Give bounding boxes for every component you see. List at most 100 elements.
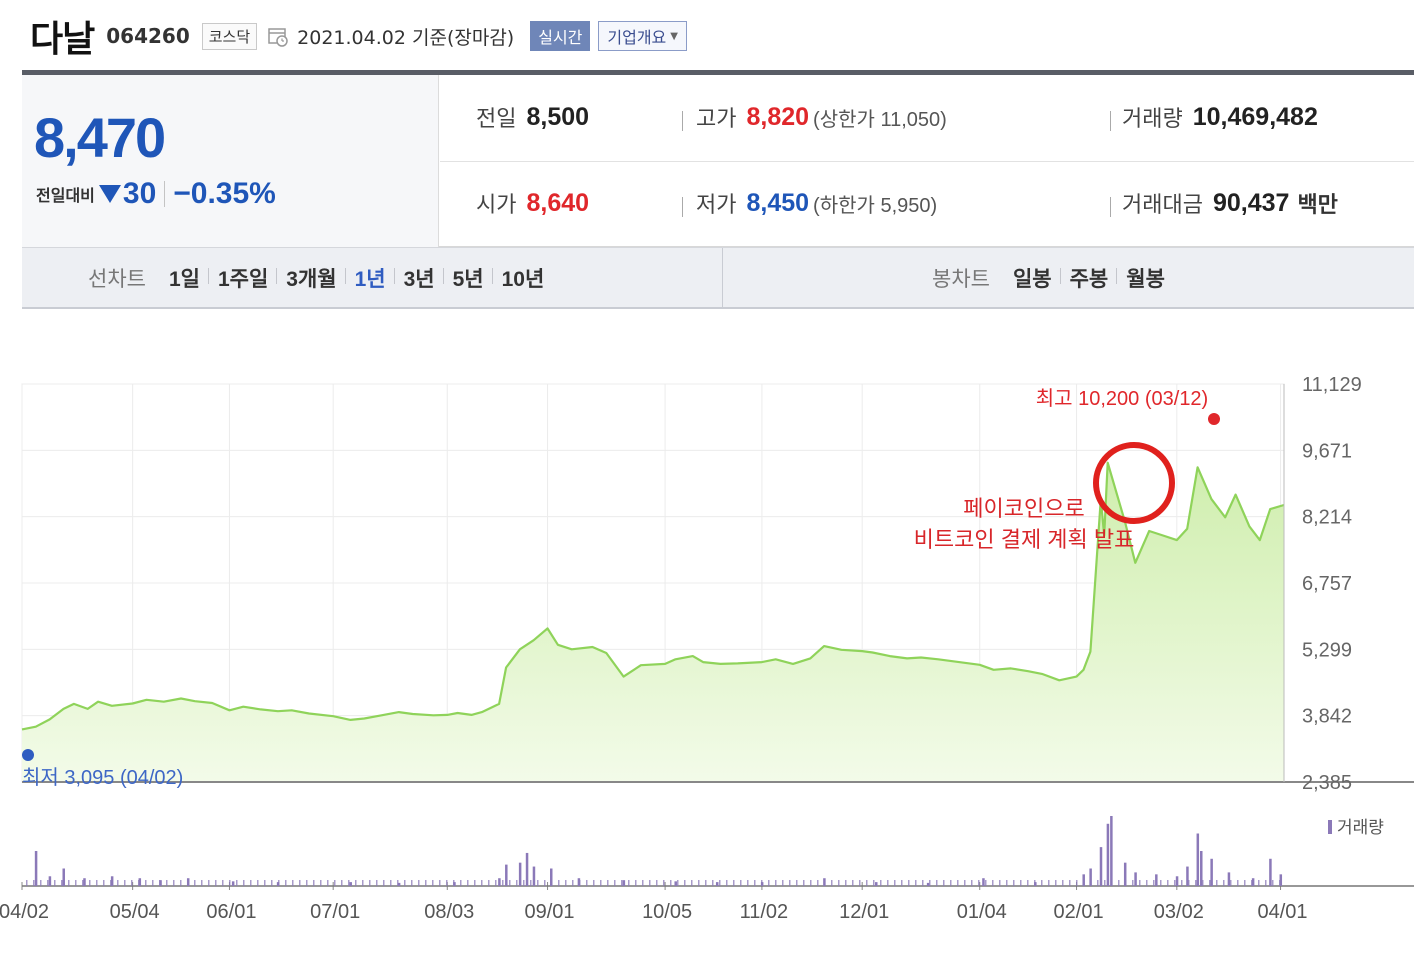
volume-bar xyxy=(62,868,65,886)
volume-bar xyxy=(446,880,448,886)
volume-bar xyxy=(572,880,574,886)
open-label: 시가 xyxy=(476,192,517,217)
change-label: 전일대비 xyxy=(36,188,95,205)
volume-bar xyxy=(985,880,987,886)
volume-bar xyxy=(1181,880,1183,886)
highlight-circle xyxy=(1093,442,1175,524)
volume-bar xyxy=(859,880,861,886)
stock-name: 다날 xyxy=(30,19,95,60)
tab-daily-candle[interactable]: 일봉 xyxy=(1012,268,1052,291)
volume-bar xyxy=(362,880,364,886)
tab-5-years[interactable]: 5년 xyxy=(442,263,493,293)
volume-bar xyxy=(348,880,350,886)
volume-bar xyxy=(1139,880,1141,886)
y-tick-label: 5,299 xyxy=(1302,639,1352,661)
volume-bar xyxy=(488,880,490,886)
tab-3-years[interactable]: 3년 xyxy=(393,263,444,293)
quote-panel: 8,470 전일대비 30 −0.35% 전일 8,500 고가 8,820 (… xyxy=(22,75,1414,247)
volume-bar xyxy=(215,880,217,886)
high-label: 고가 xyxy=(696,106,737,131)
volume-bar xyxy=(518,862,522,886)
volume-bar xyxy=(460,880,462,886)
volume-bar xyxy=(733,880,735,886)
volume-bar xyxy=(796,880,798,886)
volume-bar xyxy=(306,880,308,886)
realtime-button[interactable]: 실시간 xyxy=(530,21,591,51)
volume-bar xyxy=(1146,880,1148,886)
x-tick-label: 10/05 xyxy=(642,901,692,923)
volume-bar xyxy=(505,864,508,886)
volume-bar xyxy=(873,880,875,886)
volume-bar xyxy=(1279,880,1281,886)
volume-bar xyxy=(453,880,455,886)
volume-bar xyxy=(390,880,392,886)
down-triangle-icon xyxy=(98,185,121,203)
volume-bar xyxy=(26,880,28,886)
volume-bar xyxy=(34,851,38,886)
volume-bar xyxy=(577,878,581,886)
x-tick-label: 09/01 xyxy=(525,901,575,923)
amount-unit: 백만 xyxy=(1297,192,1338,217)
volume-bar xyxy=(54,880,56,886)
x-tick-label: 04/01 xyxy=(1258,901,1308,923)
tab-monthly-candle[interactable]: 월봉 xyxy=(1116,263,1174,293)
volume-bar xyxy=(1174,880,1176,886)
volume-bar xyxy=(926,882,930,886)
market-badge: 코스닥 xyxy=(201,22,258,50)
volume-label: 거래량 xyxy=(1122,106,1183,131)
volume-bar xyxy=(278,880,280,886)
stat-separator xyxy=(682,111,683,131)
x-tick-label: 07/01 xyxy=(310,901,360,923)
volume-bar xyxy=(222,880,224,886)
volume-bar xyxy=(1069,880,1071,886)
volume-bar xyxy=(250,880,252,886)
volume-bar xyxy=(1251,880,1253,886)
volume-bar xyxy=(532,866,536,886)
volume-bar xyxy=(628,880,630,886)
volume-bar xyxy=(622,880,626,886)
volume-bar xyxy=(901,880,903,886)
volume-bar xyxy=(173,880,175,886)
line-chart-title: 선차트 xyxy=(88,268,146,291)
volume-bar xyxy=(432,880,434,886)
price-chart: 11,129 9,671 8,214 6,757 5,299 3,842 2,385 04/0… xyxy=(0,330,1414,956)
volume-bar xyxy=(75,880,77,886)
volume-bar xyxy=(726,880,728,886)
volume-bar xyxy=(656,880,658,886)
volume-bar xyxy=(698,880,700,886)
tab-1-week[interactable]: 1주일 xyxy=(207,263,277,293)
annotation-note-line1: 페이코인으로 xyxy=(963,496,1084,521)
price-line xyxy=(21,461,1285,731)
tab-weekly-candle[interactable]: 주봉 xyxy=(1059,263,1118,293)
volume-bar xyxy=(1258,880,1260,886)
volume-bar xyxy=(1269,858,1272,886)
volume-bar xyxy=(47,880,49,886)
prev-close-stat: 전일 8,500 xyxy=(476,101,589,133)
change-row: 전일대비 30 −0.35% xyxy=(36,177,276,211)
volume-bar xyxy=(1200,851,1203,886)
volume-bar xyxy=(992,880,994,886)
stat-separator xyxy=(1110,197,1111,217)
volume-bar xyxy=(642,880,644,886)
volume-bar xyxy=(418,880,420,886)
tab-3-months[interactable]: 3개월 xyxy=(276,263,345,293)
volume-bar xyxy=(525,852,529,886)
volume-bar xyxy=(1227,872,1231,886)
volume-bar xyxy=(313,880,315,886)
volume-bar xyxy=(1216,880,1218,886)
company-overview-label: 기업개요 xyxy=(607,28,667,47)
tab-1-year[interactable]: 1년 xyxy=(344,263,395,293)
tab-10-years[interactable]: 10년 xyxy=(491,263,554,293)
volume-bar xyxy=(355,880,357,886)
volume-bar xyxy=(1153,880,1155,886)
company-overview-button[interactable]: 기업개요 ▼ xyxy=(598,21,687,51)
volume-stat: 거래량 10,469,482 xyxy=(1122,101,1318,133)
volume-bar xyxy=(439,880,441,886)
volume-bar xyxy=(715,882,719,886)
volume-bar xyxy=(943,880,945,886)
volume-bar xyxy=(1027,880,1029,886)
tab-1-day[interactable]: 1일 xyxy=(168,268,200,291)
volume-bar xyxy=(425,880,427,886)
volume-bar xyxy=(747,880,749,886)
volume-bar xyxy=(349,882,352,886)
